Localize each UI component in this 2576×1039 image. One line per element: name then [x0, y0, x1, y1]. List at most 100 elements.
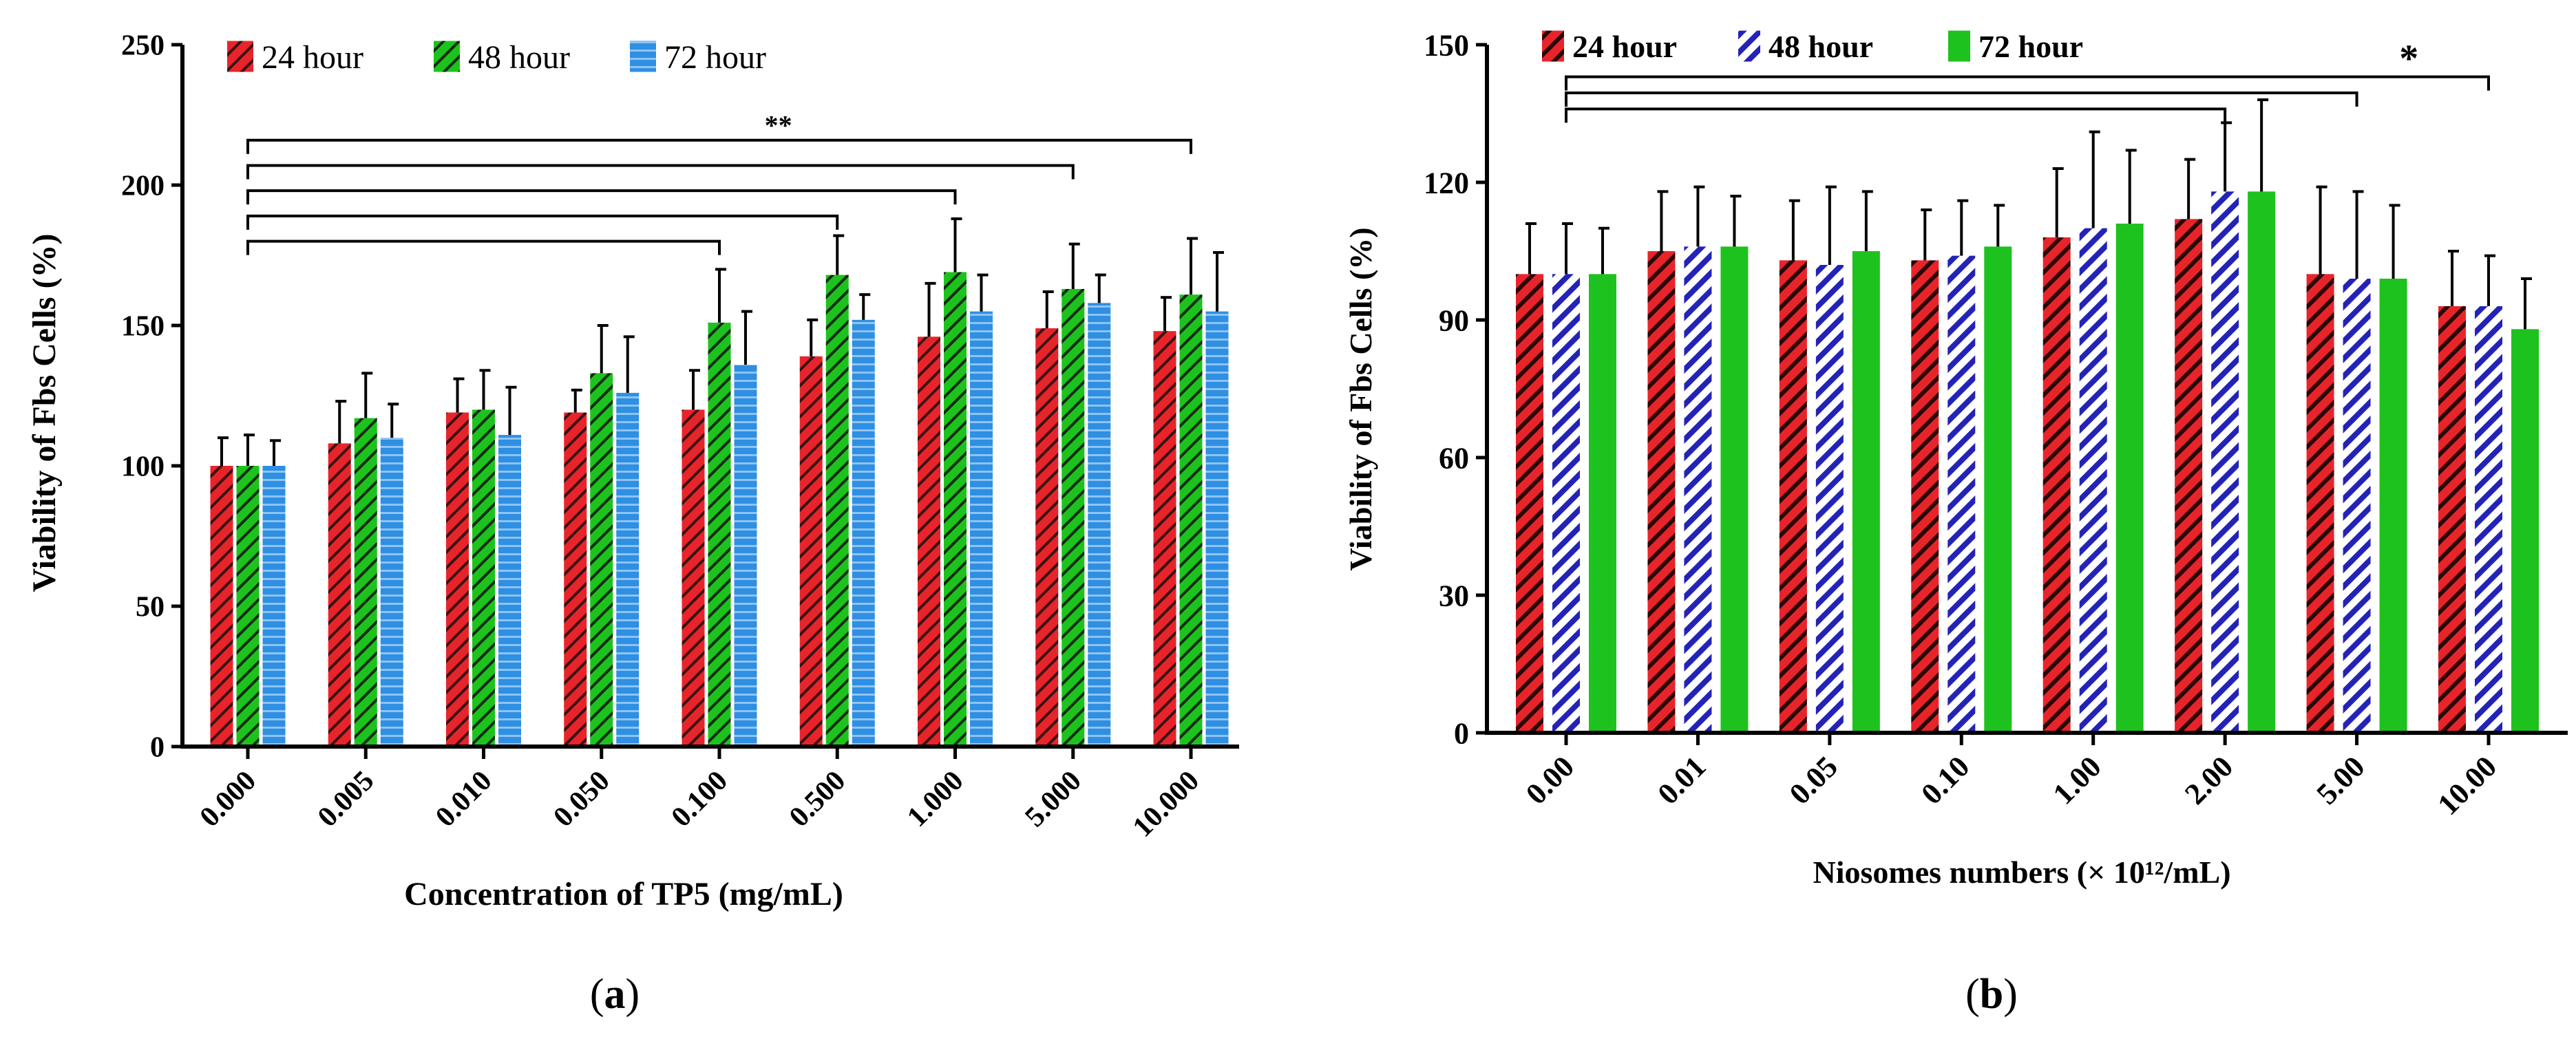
bar: [262, 466, 286, 747]
error-bar: [2184, 158, 2196, 219]
error-bar: [361, 372, 373, 418]
legend-swatch: [630, 41, 656, 72]
error-bar: [623, 335, 635, 393]
legend-label: 24 hour: [1572, 29, 1677, 64]
bar: [2115, 224, 2144, 733]
bar: [2211, 191, 2239, 733]
error-bar: [1562, 222, 1573, 275]
panel-label-a: (a): [590, 971, 640, 1018]
error-bar: [807, 318, 819, 356]
error-bar: [1921, 208, 1932, 261]
bar: [2042, 237, 2071, 733]
x-axis-title-a: Concentration of TP5 (mg/mL): [404, 876, 843, 912]
error-bar: [1161, 296, 1172, 332]
x-tick-label: 10.00: [2431, 749, 2503, 822]
bar: [2511, 329, 2539, 733]
bar: [1179, 294, 1203, 747]
error-bar: [1187, 237, 1198, 295]
x-tick-label: 0.00: [1519, 749, 1581, 811]
bar: [590, 373, 613, 747]
error-bar: [2089, 130, 2100, 228]
chart-panel-a: 0 50 100 150 200 250 0.000 0.005 0.010 0.050 0.100…: [26, 30, 1239, 1018]
error-bar: [2484, 254, 2495, 306]
bar: [446, 412, 469, 747]
bar: [1852, 251, 1880, 733]
x-tick-label: 10.000: [1127, 765, 1205, 844]
error-bar: [2448, 250, 2459, 306]
bar: [2079, 228, 2107, 733]
significance-label: **: [765, 110, 792, 141]
error-bar: [951, 217, 962, 272]
error-bar: [1861, 190, 1873, 251]
y-tick-label: 60: [1439, 441, 1469, 475]
x-tick-label: 0.05: [1783, 749, 1844, 811]
legend-swatch: [227, 41, 253, 72]
x-axis-title-b: Niosomes numbers (× 10¹²/mL): [1813, 855, 2230, 890]
legend-a: 24 hour 48 hour 72 hour: [227, 39, 766, 76]
significance-label: *: [2399, 38, 2418, 81]
y-tick-label: 250: [121, 30, 165, 62]
error-bar: [1213, 250, 1224, 312]
bar: [1647, 251, 1676, 733]
bar: [825, 275, 849, 747]
bar: [799, 356, 823, 747]
y-tick-label: 30: [1439, 579, 1469, 612]
y-tick-label: 150: [121, 311, 165, 343]
bar: [734, 365, 757, 747]
x-tick-label: 5.00: [2310, 749, 2372, 811]
bar: [918, 336, 940, 747]
error-bar: [388, 403, 399, 438]
error-bar: [1693, 185, 1705, 247]
y-tick-label: 150: [1424, 28, 1469, 62]
legend-label: 24 hour: [262, 39, 363, 76]
chart-panel-b: 0 30 60 90 120 150 0.00 0.01 0.05 0.10 1.00 2.00 5.0…: [1343, 28, 2568, 1018]
bar: [1947, 255, 1976, 733]
error-bar: [453, 377, 465, 413]
error-bar: [479, 369, 491, 410]
x-tick-label: 1.000: [901, 765, 969, 833]
error-bar: [2257, 98, 2269, 192]
x-tick-label: 0.005: [312, 765, 380, 833]
bar: [2306, 274, 2334, 733]
legend-swatch: [434, 41, 460, 72]
bar: [1779, 260, 1807, 733]
legend-item: 24 hour: [227, 39, 363, 76]
panel-label-b: (b): [1965, 971, 2018, 1018]
bar: [2248, 191, 2276, 733]
y-axis-title-a: Viability of Fbs Cells (%): [26, 234, 63, 592]
error-bar: [1042, 290, 1054, 329]
error-bar: [2316, 185, 2327, 275]
bar: [328, 443, 351, 747]
error-bar: [1657, 190, 1669, 251]
legend-item: 72 hour: [1948, 29, 2083, 64]
bar: [1911, 260, 1939, 733]
bar: [1589, 274, 1616, 733]
x-tick-label: 0.500: [783, 765, 852, 833]
x-tick-label: 0.01: [1651, 749, 1712, 811]
error-bar: [244, 433, 255, 466]
legend-swatch: [1738, 30, 1760, 62]
bar: [1088, 303, 1111, 747]
error-bar: [833, 234, 845, 275]
legend-label: 72 hour: [664, 39, 766, 76]
bar: [2438, 306, 2466, 733]
bar: [970, 311, 993, 747]
error-bar: [218, 436, 229, 466]
y-tick-label: 120: [1424, 166, 1469, 200]
error-bar: [571, 388, 582, 413]
legend-swatch: [1948, 30, 1970, 62]
y-tick-label: 200: [121, 171, 165, 202]
legend-label: 72 hour: [1978, 29, 2083, 64]
error-bar: [505, 385, 517, 436]
error-bar: [2352, 190, 2364, 279]
error-bar: [335, 400, 347, 444]
bar: [1516, 274, 1543, 733]
bar: [1205, 311, 1229, 747]
bar: [354, 418, 377, 747]
error-bar: [2052, 167, 2064, 237]
error-bar: [925, 281, 936, 337]
error-bar: [597, 324, 609, 374]
bar: [2475, 306, 2502, 733]
bar: [380, 438, 403, 747]
